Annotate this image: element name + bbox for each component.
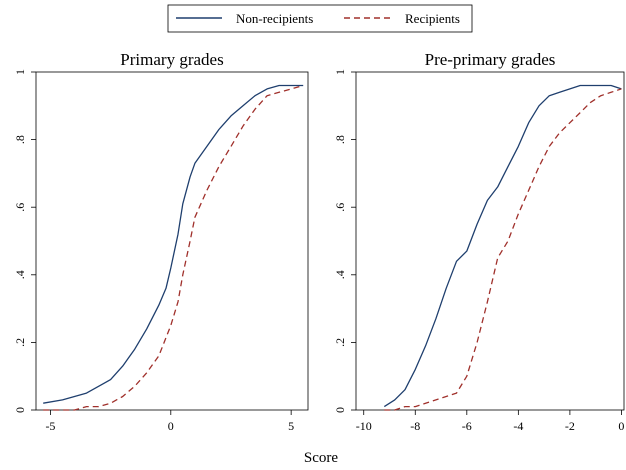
x-tick-label: -4 <box>513 419 523 433</box>
panel-primary-grades: Primary grades 0 .2 .4 .6 .8 1 -5 0 5 <box>13 50 309 433</box>
panel-pre-primary-grades: Pre-primary grades 0 .2 .4 .6 .8 1 -10 -8 -6 -4 -2 0 <box>333 50 624 433</box>
y-tick-label: 0 <box>13 407 27 413</box>
legend-label-non-recipients: Non-recipients <box>236 11 313 26</box>
y-tick-label: .8 <box>13 135 27 144</box>
x-tick-label: 0 <box>618 419 624 433</box>
y-tick-label: .8 <box>333 135 347 144</box>
x-axis-label: Score <box>304 450 338 466</box>
x-tick-label: -8 <box>410 419 420 433</box>
plot-area <box>355 71 625 411</box>
y-tick-label: .2 <box>333 338 347 347</box>
y-tick-label: .6 <box>13 203 27 212</box>
x-tick-label: 5 <box>288 419 294 433</box>
y-tick-label: 1 <box>13 69 27 75</box>
series-line-recipients <box>384 88 622 411</box>
x-tick-label: -10 <box>356 419 372 433</box>
y-tick-label: .2 <box>13 338 27 347</box>
x-tick-label: -2 <box>565 419 575 433</box>
y-tick-label: .4 <box>13 270 27 279</box>
y-tick-label: 1 <box>333 69 347 75</box>
y-tick-label: 0 <box>333 407 347 413</box>
x-tick-label: -5 <box>45 419 55 433</box>
x-tick-label: -6 <box>462 419 472 433</box>
legend: Non-recipients Recipients <box>167 4 473 33</box>
y-tick-label: .4 <box>333 270 347 279</box>
series-line-non-recipients <box>383 84 622 408</box>
y-tick-label: .6 <box>333 203 347 212</box>
x-tick-label: 0 <box>168 419 174 433</box>
series-line-recipients <box>43 84 304 411</box>
legend-label-recipients: Recipients <box>405 11 460 26</box>
panel-title: Pre-primary grades <box>425 50 556 69</box>
panel-title: Primary grades <box>120 50 223 69</box>
series-line-non-recipients <box>43 84 304 404</box>
plot-area <box>35 71 309 411</box>
